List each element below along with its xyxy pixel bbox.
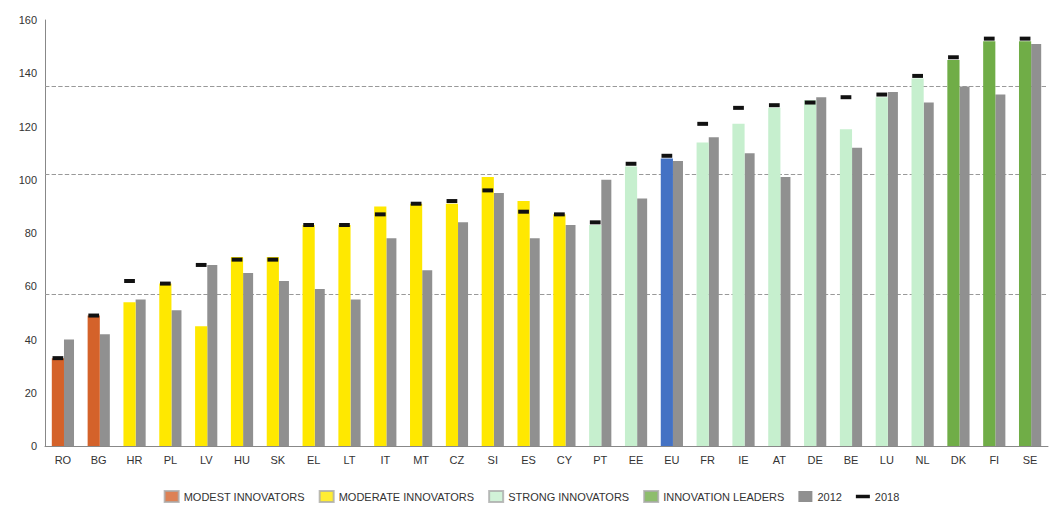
svg-text:BE: BE [844, 454, 859, 466]
svg-text:140: 140 [19, 67, 37, 79]
svg-text:NL: NL [916, 454, 930, 466]
svg-text:STRONG INNOVATORS: STRONG INNOVATORS [508, 491, 629, 503]
svg-text:2012: 2012 [817, 491, 841, 503]
svg-text:IT: IT [380, 454, 390, 466]
svg-text:AT: AT [773, 454, 787, 466]
svg-text:HU: HU [234, 454, 250, 466]
svg-text:BG: BG [91, 454, 107, 466]
svg-text:IE: IE [738, 454, 748, 466]
svg-text:LT: LT [343, 454, 355, 466]
svg-text:LU: LU [880, 454, 894, 466]
svg-text:DE: DE [808, 454, 823, 466]
svg-text:CY: CY [557, 454, 573, 466]
svg-text:160: 160 [19, 14, 37, 26]
svg-text:0: 0 [31, 440, 37, 452]
svg-text:20: 20 [25, 387, 37, 399]
svg-text:2018: 2018 [875, 491, 899, 503]
svg-text:MODEST INNOVATORS: MODEST INNOVATORS [184, 491, 305, 503]
svg-text:SE: SE [1023, 454, 1038, 466]
svg-text:40: 40 [25, 334, 37, 346]
svg-text:SI: SI [488, 454, 498, 466]
svg-text:EE: EE [629, 454, 644, 466]
svg-text:FI: FI [989, 454, 999, 466]
svg-text:CZ: CZ [450, 454, 465, 466]
svg-text:INNOVATION LEADERS: INNOVATION LEADERS [663, 491, 784, 503]
svg-text:60: 60 [25, 280, 37, 292]
svg-text:FR: FR [700, 454, 715, 466]
svg-text:EU: EU [664, 454, 679, 466]
svg-text:EL: EL [307, 454, 320, 466]
svg-text:PT: PT [593, 454, 607, 466]
svg-text:120: 120 [19, 121, 37, 133]
svg-text:MODERATE INNOVATORS: MODERATE INNOVATORS [339, 491, 474, 503]
svg-text:HR: HR [127, 454, 143, 466]
svg-text:PL: PL [164, 454, 177, 466]
svg-text:LV: LV [200, 454, 213, 466]
svg-text:MT: MT [413, 454, 429, 466]
svg-text:80: 80 [25, 227, 37, 239]
svg-text:DK: DK [951, 454, 967, 466]
svg-text:RO: RO [55, 454, 72, 466]
svg-text:100: 100 [19, 174, 37, 186]
svg-text:ES: ES [521, 454, 536, 466]
svg-text:SK: SK [270, 454, 285, 466]
